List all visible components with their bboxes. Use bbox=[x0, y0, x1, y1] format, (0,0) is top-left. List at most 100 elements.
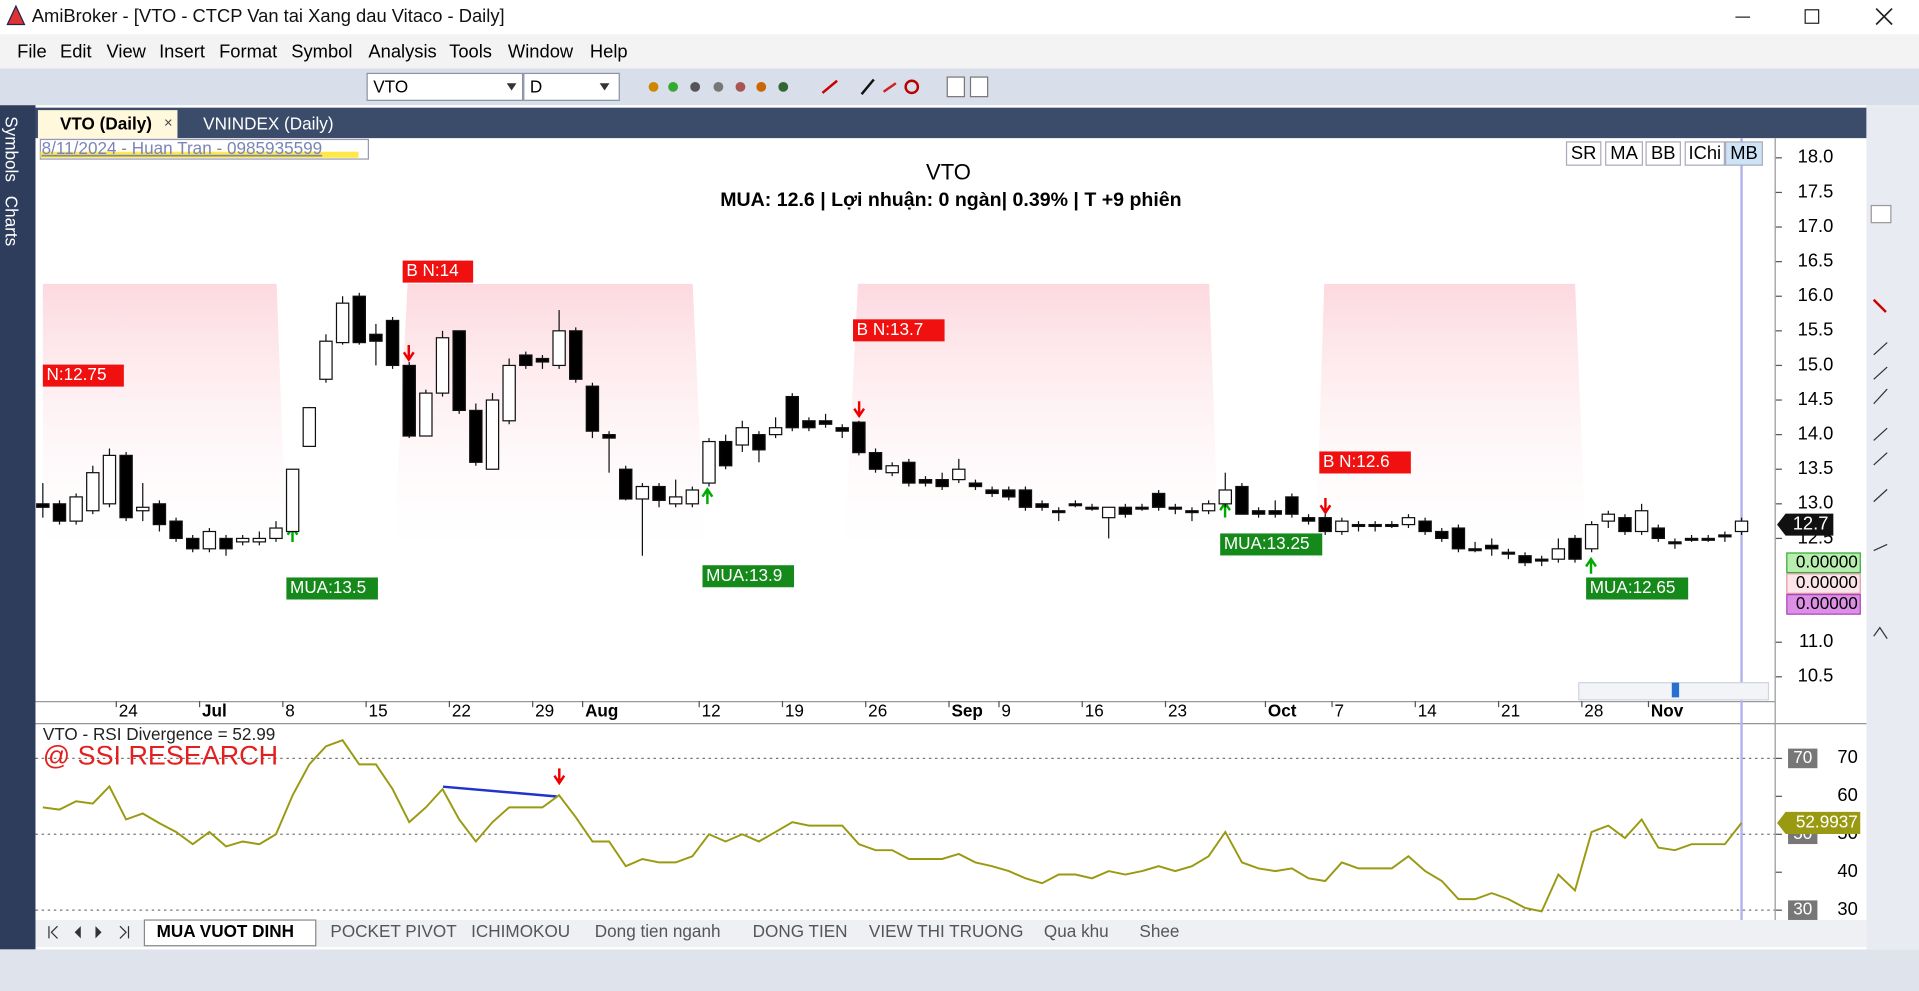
menu-item[interactable]: View bbox=[106, 40, 146, 61]
candle-body bbox=[202, 530, 217, 550]
sell-arrow bbox=[853, 401, 866, 419]
nav-prev[interactable] bbox=[74, 926, 81, 939]
x-tick-label: 29 bbox=[535, 701, 554, 721]
chart-button[interactable] bbox=[1605, 141, 1644, 166]
tool-icon[interactable] bbox=[860, 78, 875, 95]
chart-button[interactable] bbox=[1684, 141, 1726, 166]
y-tick-label: 40 bbox=[1837, 860, 1857, 881]
tool-icon[interactable] bbox=[668, 81, 679, 92]
sheet-tab[interactable]: Shee bbox=[1139, 921, 1179, 941]
sheet-tab[interactable]: POCKET PIVOT bbox=[330, 921, 457, 941]
candle-body bbox=[1235, 485, 1249, 515]
chart-button[interactable] bbox=[1645, 141, 1681, 166]
document-tab-label[interactable]: VTO (Daily) bbox=[60, 113, 152, 133]
symbol-value: VTO bbox=[373, 77, 408, 97]
menu-item[interactable]: File bbox=[17, 40, 47, 61]
menu-item[interactable]: Window bbox=[508, 40, 574, 61]
sheet-tab-active[interactable] bbox=[143, 919, 317, 947]
tool-icon[interactable] bbox=[946, 76, 966, 98]
menu-item[interactable]: Edit bbox=[60, 40, 92, 61]
sell-arrow bbox=[402, 345, 415, 362]
tool-button[interactable] bbox=[1872, 298, 1887, 313]
chart-button-label[interactable]: MB bbox=[1730, 142, 1758, 163]
document-tab-active[interactable] bbox=[37, 110, 178, 139]
close-tab[interactable]: × bbox=[164, 115, 173, 131]
restore-button[interactable] bbox=[1804, 9, 1820, 24]
side-tab[interactable]: Symbols bbox=[1, 116, 21, 182]
candle-body bbox=[269, 527, 283, 540]
tool-button[interactable] bbox=[1873, 342, 1888, 503]
candle-body bbox=[585, 385, 600, 432]
menu-item[interactable]: Analysis bbox=[368, 40, 436, 61]
menu-item[interactable]: Help bbox=[590, 40, 628, 61]
candle-body bbox=[369, 333, 383, 342]
dropdown-arrow[interactable] bbox=[506, 83, 517, 91]
sheet-tab[interactable]: VIEW THI TRUONG bbox=[869, 921, 1023, 941]
candle-body bbox=[752, 434, 766, 451]
y-tick-label: 11.0 bbox=[1799, 630, 1833, 651]
chart-button-label[interactable]: IChi bbox=[1689, 142, 1722, 163]
scroll-thumb[interactable] bbox=[1671, 682, 1680, 698]
tool-button[interactable] bbox=[1873, 543, 1888, 639]
y-tick-label: 60 bbox=[1837, 784, 1857, 805]
sheet-tab[interactable]: Dong tien nganh bbox=[595, 921, 721, 941]
tool-icon[interactable] bbox=[756, 81, 767, 92]
candle-body bbox=[1618, 517, 1632, 533]
rsi-line bbox=[42, 739, 1743, 913]
tool-icon[interactable] bbox=[648, 81, 659, 92]
sell-label: B N:12.6 bbox=[1323, 451, 1390, 471]
candle-body bbox=[1734, 520, 1749, 533]
tool-icon[interactable] bbox=[821, 79, 838, 94]
tool-icon[interactable] bbox=[969, 76, 989, 98]
symbol-box[interactable] bbox=[366, 72, 524, 101]
menu-item[interactable]: Tools bbox=[449, 40, 492, 61]
sheet-tab[interactable]: MUA VUOT DINH bbox=[157, 921, 294, 941]
level-label: 30 bbox=[1793, 899, 1812, 919]
rsi-value-box bbox=[1777, 811, 1861, 834]
candle-body bbox=[519, 354, 533, 367]
candle-body bbox=[69, 496, 83, 522]
buy-label: MUA:13.9 bbox=[706, 565, 782, 585]
signal-arrows bbox=[286, 345, 1597, 786]
y-tick-label: 17.5 bbox=[1798, 180, 1834, 201]
nav-first[interactable] bbox=[48, 925, 58, 939]
menu-item[interactable]: Insert bbox=[159, 40, 205, 61]
sell-label-box bbox=[853, 319, 945, 342]
tool-icon[interactable] bbox=[690, 81, 701, 92]
tool-icon[interactable] bbox=[904, 79, 920, 95]
tool-button[interactable] bbox=[1870, 204, 1892, 224]
nav-next[interactable] bbox=[95, 926, 102, 939]
tool-icon[interactable] bbox=[778, 81, 789, 92]
candle-body bbox=[102, 454, 117, 505]
candle-body bbox=[36, 503, 50, 508]
chart-button-label[interactable]: BB bbox=[1651, 142, 1675, 163]
menu-item[interactable]: Symbol bbox=[291, 40, 352, 61]
close-button[interactable] bbox=[1875, 7, 1893, 26]
sheet-tab[interactable]: DONG TIEN bbox=[753, 921, 848, 941]
chart-button[interactable] bbox=[1725, 141, 1763, 166]
document-tab-label[interactable]: VNINDEX (Daily) bbox=[203, 113, 333, 133]
sell-arrow bbox=[1319, 497, 1332, 515]
indicator-value: 0.00000 bbox=[1796, 572, 1858, 592]
tool-icon[interactable] bbox=[882, 82, 897, 93]
side-tab[interactable]: Charts bbox=[1, 196, 21, 246]
candle-body bbox=[419, 392, 433, 437]
chart-button-label[interactable]: SR bbox=[1571, 142, 1596, 163]
sheet-tab[interactable]: ICHIMOKOU bbox=[471, 921, 570, 941]
dropdown-arrow[interactable] bbox=[599, 83, 610, 91]
candle-body bbox=[352, 295, 366, 344]
tool-icon[interactable] bbox=[735, 81, 746, 92]
menu-item[interactable]: Format bbox=[219, 40, 277, 61]
candle-body bbox=[1584, 523, 1599, 550]
interval-value: D bbox=[530, 77, 542, 97]
candle-body bbox=[1634, 510, 1649, 533]
y-tick-label: 18.0 bbox=[1798, 146, 1834, 167]
chart-button[interactable] bbox=[1565, 141, 1602, 166]
sheet-tab[interactable]: Qua khu bbox=[1044, 921, 1109, 941]
tool-icon[interactable] bbox=[713, 81, 724, 92]
candle-body bbox=[1468, 548, 1482, 552]
chart-button-label[interactable]: MA bbox=[1610, 142, 1638, 163]
nav-last[interactable] bbox=[119, 925, 130, 939]
buy-label-box bbox=[702, 565, 795, 588]
y-tick-label: 16.5 bbox=[1798, 249, 1834, 270]
